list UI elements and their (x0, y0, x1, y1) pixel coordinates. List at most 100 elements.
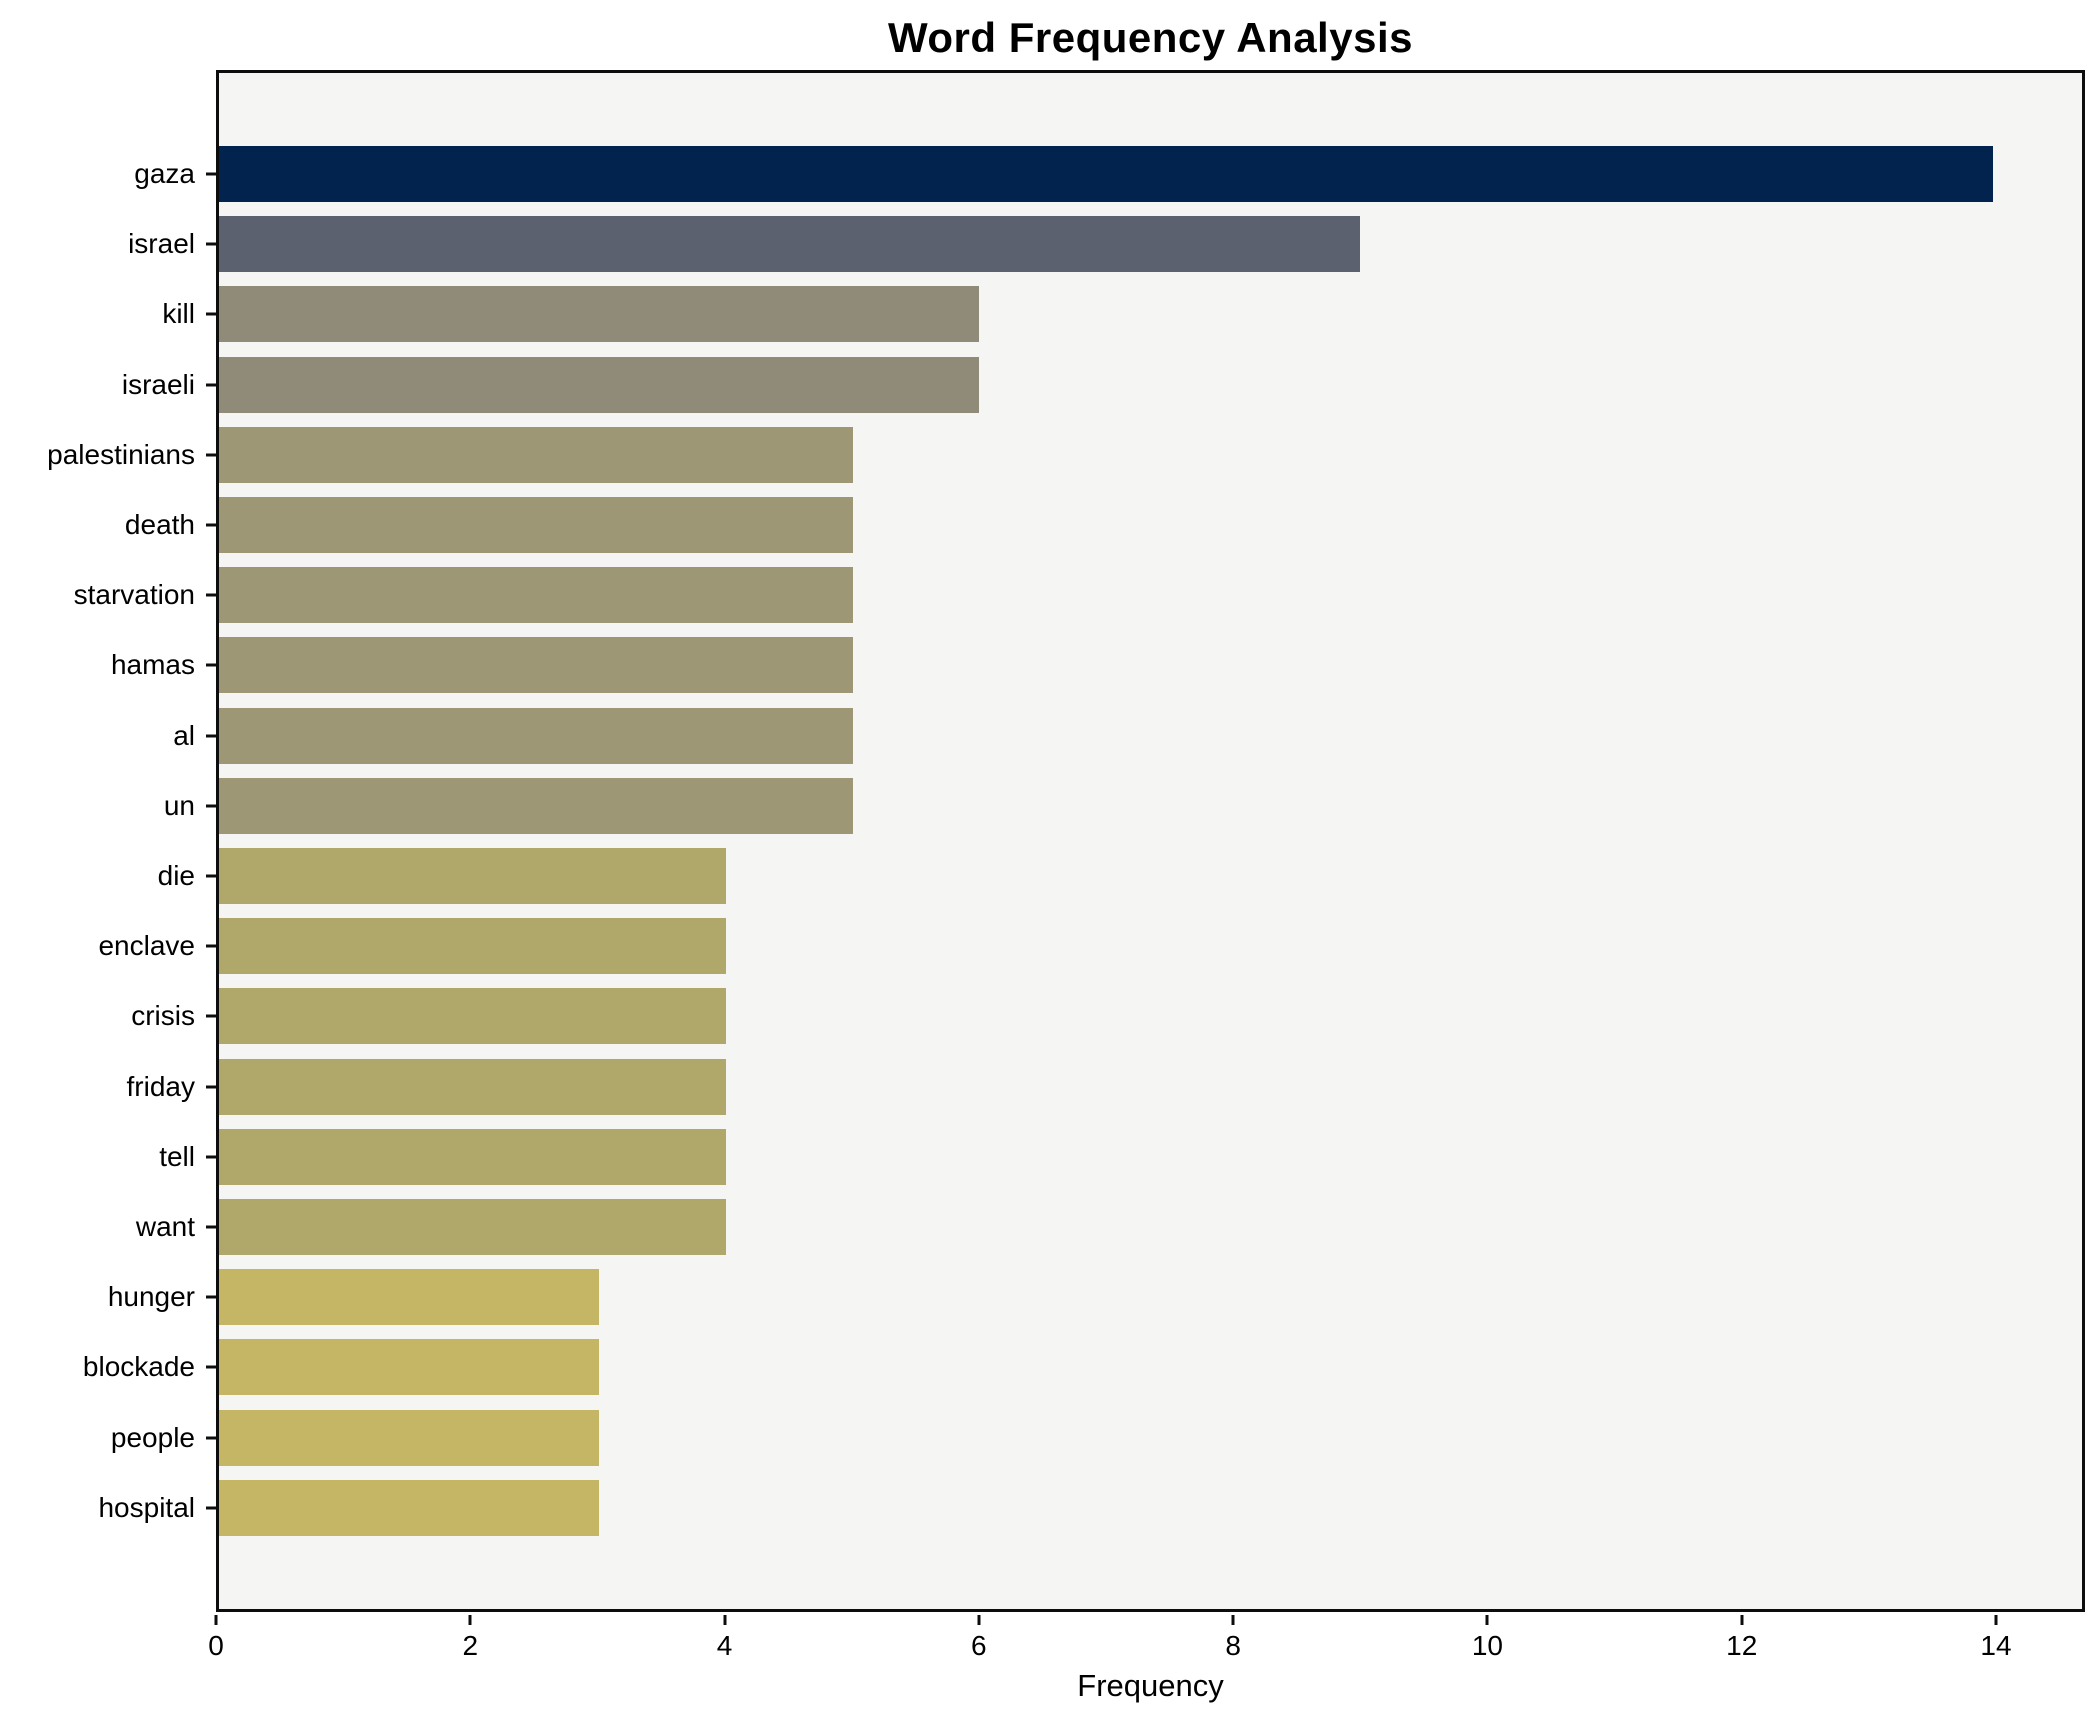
y-tick-mark (206, 242, 216, 246)
bar (219, 1409, 600, 1466)
bar-rows: gaza israel kill israeli palestinians death st… (47, 146, 2082, 1536)
chart-title: Word Frequency Analysis (888, 14, 1413, 61)
y-tick-label: israeli (121, 368, 195, 400)
x-tick-mark (214, 1615, 218, 1625)
y-tick-mark (206, 874, 216, 878)
bar-row: al (173, 707, 2082, 764)
x-tick-label: 8 (1225, 1630, 1241, 1661)
bar-row: blockade (83, 1339, 2082, 1396)
x-tick-mark (1485, 1615, 1489, 1625)
bar-row: kill (162, 286, 2082, 343)
y-tick-mark (206, 1085, 216, 1089)
bar-row: crisis (131, 988, 2082, 1045)
y-tick-mark (206, 172, 216, 176)
y-tick-mark (206, 593, 216, 597)
bar-row: hamas (111, 637, 2082, 694)
y-tick-mark (206, 734, 216, 738)
y-tick-label: crisis (131, 1000, 195, 1032)
bar-row: palestinians (47, 426, 2082, 483)
y-tick-mark (206, 523, 216, 527)
bar (219, 1479, 600, 1536)
bar-row: un (164, 777, 2082, 834)
y-tick-label: death (124, 509, 195, 541)
bar-row: want (136, 1199, 2082, 1256)
bar (219, 707, 853, 764)
bar (219, 286, 980, 343)
bar (219, 777, 853, 834)
bar (219, 637, 853, 694)
bar (219, 848, 726, 905)
x-tick-mark (1740, 1615, 1744, 1625)
y-tick-mark (206, 1365, 216, 1369)
bar-row: tell (159, 1128, 2082, 1185)
y-tick-mark (206, 1155, 216, 1159)
bar (219, 356, 980, 413)
bar-row: starvation (74, 567, 2082, 624)
x-tick-mark (977, 1615, 981, 1625)
bar-row: die (158, 848, 2082, 905)
y-tick-label: hamas (110, 649, 195, 681)
y-tick-mark (206, 1506, 216, 1510)
x-axis: 0 2 4 6 8 10 12 14 (208, 1612, 2085, 1692)
x-tick-mark (1994, 1615, 1998, 1625)
x-tick-label: 6 (971, 1630, 987, 1661)
x-tick-label: 2 (462, 1630, 479, 1661)
y-tick-label: al (173, 719, 195, 751)
bar-row: hospital (98, 1479, 2082, 1536)
x-tick-label: 4 (716, 1630, 733, 1661)
y-tick-mark (206, 944, 216, 948)
x-tick-mark (723, 1615, 727, 1625)
bar (219, 497, 853, 554)
y-tick-label: kill (162, 298, 195, 330)
y-tick-mark (206, 453, 216, 457)
y-tick-label: enclave (98, 930, 195, 962)
y-tick-mark (206, 312, 216, 316)
bar (219, 1269, 600, 1326)
bar-row: enclave (98, 918, 2082, 975)
bar-row: people (111, 1409, 2082, 1466)
y-tick-mark (206, 1436, 216, 1440)
y-tick-mark (206, 804, 216, 808)
bar (219, 918, 726, 975)
y-tick-label: tell (159, 1140, 195, 1172)
bar (219, 988, 726, 1045)
bar-row: death (125, 497, 2082, 554)
y-tick-label: blockade (82, 1351, 195, 1383)
y-tick-label: want (135, 1211, 195, 1243)
y-tick-label: palestinians (47, 438, 195, 470)
y-tick-label: starvation (73, 579, 195, 611)
y-tick-label: die (157, 860, 195, 892)
bar-row: gaza (134, 146, 2082, 202)
bar (219, 1058, 726, 1115)
x-tick-label: 0 (208, 1630, 224, 1661)
y-tick-mark (206, 1295, 216, 1299)
plot-area: gaza israel kill israeli palestinians death st… (47, 70, 2085, 1612)
x-tick-label: 10 (1471, 1630, 1503, 1661)
bar (219, 426, 853, 483)
bar (219, 1128, 726, 1185)
bar (219, 1199, 726, 1256)
bar (219, 216, 1360, 273)
bar (219, 146, 1994, 202)
bar-row: israeli (122, 356, 2082, 413)
x-axis-title: Frequency (1077, 1668, 1224, 1703)
y-tick-label: hunger (107, 1281, 195, 1313)
x-tick-label: 14 (1980, 1630, 2012, 1661)
bar-row: hunger (108, 1269, 2082, 1326)
y-tick-label: gaza (134, 158, 195, 189)
y-tick-mark (206, 1225, 216, 1229)
bar (219, 1339, 600, 1396)
y-tick-label: people (110, 1421, 195, 1453)
y-tick-label: friday (126, 1070, 195, 1102)
y-tick-mark (206, 663, 216, 667)
y-tick-label: hospital (98, 1491, 195, 1523)
y-tick-label: un (163, 789, 195, 821)
x-tick-mark (1231, 1615, 1235, 1625)
y-tick-mark (206, 1014, 216, 1018)
x-tick-label: 12 (1726, 1630, 1758, 1661)
bar (219, 567, 853, 624)
bar-row: israel (128, 216, 2082, 273)
bar-row: friday (127, 1058, 2082, 1115)
y-tick-label: israel (128, 228, 195, 260)
